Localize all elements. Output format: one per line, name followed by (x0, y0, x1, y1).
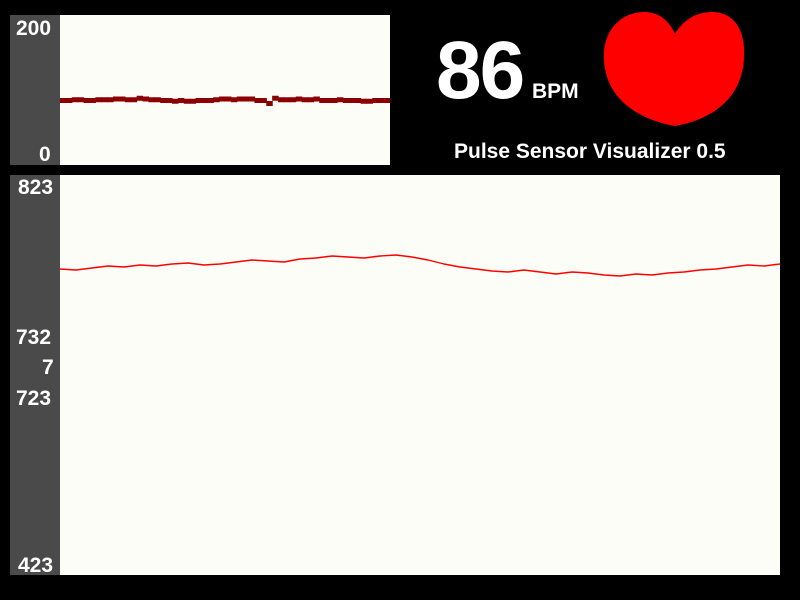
pulse-axis-min-label: 423 (18, 554, 54, 577)
bpm-data-point (213, 97, 220, 103)
bpm-data-point (207, 98, 214, 103)
pulse-waveform-svg (60, 254, 780, 277)
bpm-data-point (136, 95, 144, 101)
bpm-data-point (230, 97, 238, 103)
bpm-data-point (372, 98, 379, 103)
bpm-data-point (254, 98, 261, 103)
bpm-data-point (319, 98, 326, 103)
bpm-data-point (272, 95, 279, 101)
bpm-axis-max-label: 200 (16, 17, 52, 40)
bpm-history-svg (60, 95, 390, 106)
bpm-data-point (118, 96, 126, 102)
bpm-history-chart (60, 15, 390, 165)
bpm-axis-min-label: 0 (39, 143, 51, 166)
bpm-data-point (124, 97, 132, 103)
bpm-data-point (148, 97, 155, 103)
bpm-data-point (177, 98, 185, 103)
bpm-data-point (65, 98, 73, 103)
bpm-data-point (289, 97, 297, 103)
bpm-data-point (160, 98, 167, 103)
bpm-data-point (183, 98, 191, 104)
bpm-data-point (195, 98, 203, 103)
bpm-data-point (201, 98, 208, 103)
bpm-data-point (295, 96, 303, 102)
bpm-chart-axis (10, 15, 60, 165)
bpm-data-point (348, 98, 356, 103)
bpm-data-point (236, 96, 244, 102)
bpm-data-point (242, 96, 250, 102)
app-title: Pulse Sensor Visualizer 0.5 (454, 140, 726, 163)
bpm-data-point (260, 98, 267, 103)
bpm-data-point (189, 98, 197, 104)
bpm-value: 86 (436, 25, 525, 116)
heart-icon (603, 12, 745, 126)
bpm-data-point (325, 98, 332, 103)
pulse-axis-lower-label: 723 (16, 387, 52, 410)
bpm-data-point (354, 98, 362, 103)
bpm-data-point (83, 98, 91, 103)
bpm-data-point (278, 97, 285, 103)
pulse-axis-mid-label: 7 (42, 356, 54, 379)
bpm-data-point (113, 96, 120, 102)
bpm-data-point (378, 98, 385, 103)
bpm-data-point (360, 98, 368, 104)
bpm-data-point (307, 97, 314, 103)
bpm-data-point (248, 96, 256, 102)
bpm-data-point (342, 98, 350, 103)
pulse-chart-axis (10, 175, 60, 575)
bpm-data-point (384, 98, 390, 103)
bpm-data-point (154, 97, 161, 103)
bpm-data-point (366, 98, 373, 104)
bpm-data-point (166, 98, 173, 103)
bpm-data-point (283, 97, 291, 103)
pulse-axis-max-label: 823 (18, 176, 54, 199)
pulse-waveform-line (60, 254, 780, 277)
bpm-data-point (101, 97, 108, 103)
bpm-data-point (331, 98, 338, 103)
bpm-data-point (71, 97, 79, 103)
bpm-data-point (77, 97, 85, 103)
bpm-data-point (142, 96, 149, 102)
pulse-axis-upper-label: 732 (16, 326, 52, 349)
bpm-unit-label: BPM (532, 80, 579, 103)
pulse-waveform-chart (60, 175, 780, 575)
bpm-data-point (301, 97, 309, 103)
bpm-data-point (266, 101, 273, 106)
bpm-data-point (95, 97, 102, 103)
bpm-data-point (60, 98, 67, 103)
bpm-data-point (171, 98, 179, 104)
bpm-data-point (130, 97, 138, 103)
bpm-data-point (219, 96, 226, 102)
bpm-data-point (225, 96, 232, 102)
bpm-data-point (313, 96, 320, 102)
bpm-data-point (336, 97, 344, 103)
bpm-data-point (107, 97, 114, 103)
bpm-data-point (89, 98, 96, 103)
